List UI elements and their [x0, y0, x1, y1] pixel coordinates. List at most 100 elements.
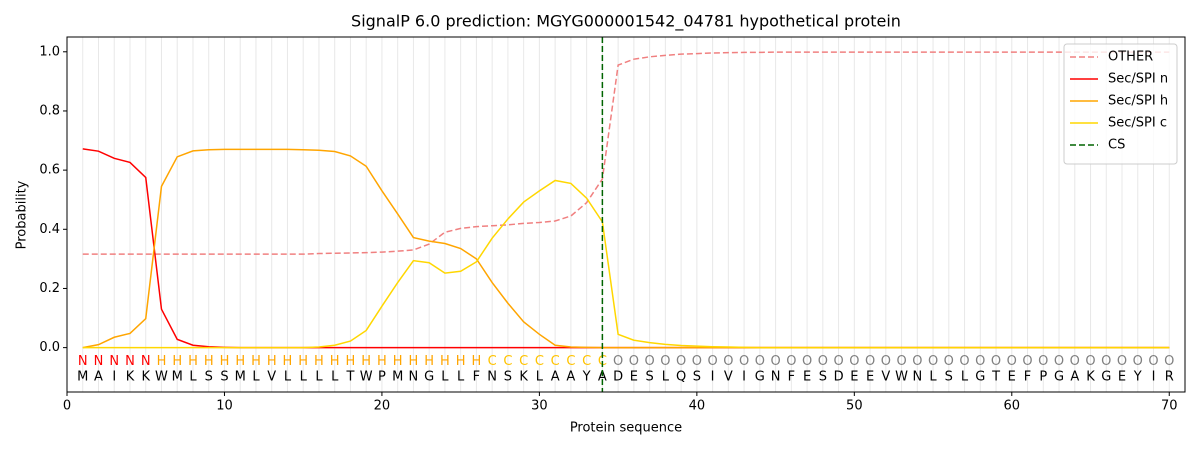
- region-label: C: [535, 354, 544, 369]
- region-label: O: [928, 354, 938, 369]
- region-label: H: [330, 354, 340, 369]
- residue: S: [819, 370, 827, 385]
- region-label: O: [1038, 354, 1048, 369]
- region-label: O: [692, 354, 702, 369]
- x-tick-label: 50: [846, 399, 863, 414]
- x-tick-label: 30: [531, 399, 548, 414]
- residue: P: [1039, 370, 1047, 385]
- residue: E: [1118, 370, 1126, 385]
- region-label: O: [786, 354, 796, 369]
- residue: N: [409, 370, 419, 385]
- x-tick-label: 10: [216, 399, 233, 414]
- region-label: O: [818, 354, 828, 369]
- region-label: H: [314, 354, 324, 369]
- region-label: O: [770, 354, 780, 369]
- chart-title: SignalP 6.0 prediction: MGYG000001542_04…: [351, 12, 901, 32]
- residue: W: [360, 370, 373, 385]
- region-label: O: [959, 354, 969, 369]
- residue: R: [1165, 370, 1174, 385]
- region-label: C: [551, 354, 560, 369]
- region-label: O: [660, 354, 670, 369]
- region-label: H: [361, 354, 371, 369]
- region-label: H: [440, 354, 450, 369]
- legend-label: OTHER: [1108, 50, 1153, 65]
- legend-label: Sec/SPI c: [1108, 116, 1167, 131]
- region-label: H: [235, 354, 245, 369]
- region-label: O: [629, 354, 639, 369]
- x-tick-label: 0: [63, 399, 71, 414]
- series-line: [82, 51, 1170, 255]
- residue: E: [630, 370, 638, 385]
- residue: L: [331, 370, 339, 385]
- region-label: H: [346, 354, 356, 369]
- residue: A: [94, 370, 103, 385]
- residue: E: [1008, 370, 1016, 385]
- region-label: H: [472, 354, 482, 369]
- x-axis-label: Protein sequence: [570, 421, 682, 436]
- residue: L: [189, 370, 197, 385]
- region-label: O: [896, 354, 906, 369]
- legend-label: CS: [1108, 138, 1125, 153]
- residue: I: [112, 370, 116, 385]
- residue: W: [155, 370, 168, 385]
- region-label: O: [1117, 354, 1127, 369]
- residue: T: [345, 370, 354, 385]
- residue: L: [252, 370, 260, 385]
- residue: L: [536, 370, 544, 385]
- region-label: O: [613, 354, 623, 369]
- region-label: C: [582, 354, 591, 369]
- residue: K: [519, 370, 528, 385]
- y-tick-label: 0.6: [39, 163, 60, 178]
- residue: S: [645, 370, 653, 385]
- region-label: O: [1085, 354, 1095, 369]
- region-label: O: [833, 354, 843, 369]
- residue: K: [1086, 370, 1095, 385]
- region-label: C: [519, 354, 528, 369]
- region-label: O: [1164, 354, 1174, 369]
- residue: W: [895, 370, 908, 385]
- x-tick-label: 20: [374, 399, 391, 414]
- residue: P: [378, 370, 386, 385]
- residue: S: [945, 370, 953, 385]
- residue: G: [1054, 370, 1064, 385]
- region-label: H: [204, 354, 214, 369]
- residue: S: [693, 370, 701, 385]
- residue: S: [205, 370, 213, 385]
- residue: Q: [676, 370, 686, 385]
- residue: A: [566, 370, 575, 385]
- region-label: C: [566, 354, 575, 369]
- residue: N: [912, 370, 922, 385]
- residue: I: [742, 370, 746, 385]
- region-label: O: [944, 354, 954, 369]
- y-axis-label: Probability: [15, 180, 30, 249]
- region-label: H: [409, 354, 419, 369]
- residue: Y: [582, 370, 591, 385]
- residue: G: [1101, 370, 1111, 385]
- region-label: N: [125, 354, 135, 369]
- region-label: N: [141, 354, 151, 369]
- region-label: O: [723, 354, 733, 369]
- region-label: C: [503, 354, 512, 369]
- region-label: H: [456, 354, 466, 369]
- region-label: H: [267, 354, 277, 369]
- region-label: N: [109, 354, 119, 369]
- residue: S: [220, 370, 228, 385]
- region-label: H: [424, 354, 434, 369]
- residue: L: [961, 370, 969, 385]
- region-label: N: [78, 354, 88, 369]
- residue: L: [929, 370, 937, 385]
- residue: E: [803, 370, 811, 385]
- residue: Y: [1133, 370, 1142, 385]
- residue: G: [424, 370, 434, 385]
- x-tick-label: 40: [689, 399, 706, 414]
- residue: E: [866, 370, 874, 385]
- residue: V: [724, 370, 733, 385]
- residue: E: [850, 370, 858, 385]
- region-label: O: [1022, 354, 1032, 369]
- residue: K: [126, 370, 135, 385]
- residue: T: [991, 370, 1000, 385]
- region-label: O: [1070, 354, 1080, 369]
- residue: V: [881, 370, 890, 385]
